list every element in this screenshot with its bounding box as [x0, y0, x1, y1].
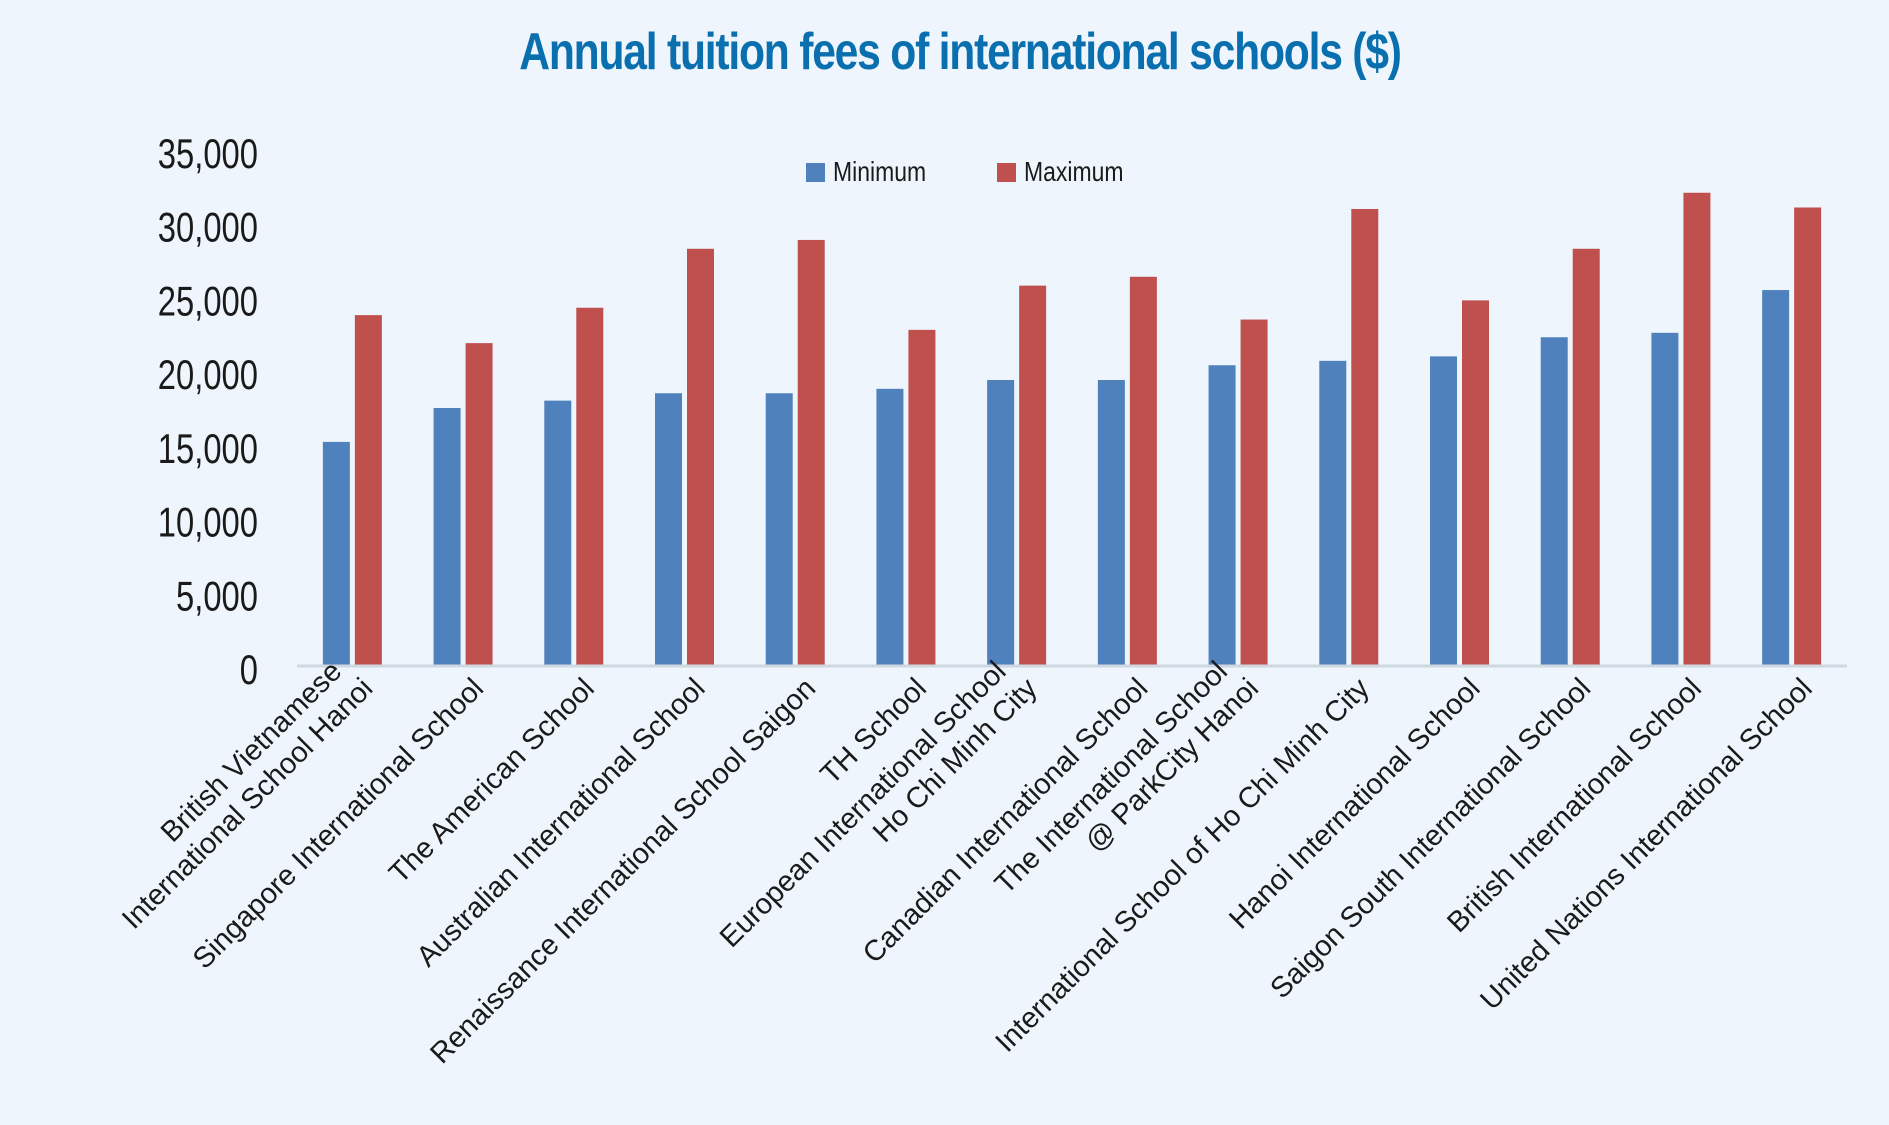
bar-minimum: [1430, 356, 1457, 666]
bar-minimum: [1651, 332, 1679, 666]
x-tick-label-line: Renaissance International School Saigon: [424, 672, 822, 1070]
y-tick-label: 15,000: [158, 425, 258, 472]
bar-minimum: [1319, 360, 1347, 666]
bar-maximum: [1019, 285, 1047, 666]
x-tick-label-line: The American School: [383, 672, 601, 890]
y-tick-label: 0: [240, 646, 258, 693]
y-tick-label: 20,000: [158, 351, 258, 398]
legend-swatch-maximum: [997, 163, 1016, 182]
legend: Minimum Maximum: [806, 157, 1123, 188]
bar-maximum: [354, 315, 382, 666]
bar-minimum: [655, 393, 682, 666]
y-tick-label: 10,000: [158, 499, 258, 546]
x-tick-label: The American School: [383, 672, 601, 890]
bar-minimum: [987, 379, 1015, 666]
bar-minimum: [876, 388, 904, 666]
x-tick-label: International School of Ho Chi Minh City: [990, 672, 1377, 1059]
y-tick-label: 25,000: [158, 278, 258, 325]
y-tick-label: 5,000: [176, 572, 258, 619]
bar-maximum: [1572, 248, 1600, 666]
bar-minimum: [765, 393, 793, 666]
legend-label-minimum: Minimum: [833, 157, 926, 188]
bar-maximum: [1794, 207, 1822, 667]
bar-maximum: [687, 248, 714, 666]
bar-minimum: [1208, 365, 1236, 666]
x-tick-label: Renaissance International School Saigon: [424, 672, 822, 1070]
bar-maximum: [1683, 192, 1711, 667]
bar-maximum: [1462, 300, 1489, 666]
bar-maximum: [576, 307, 604, 666]
y-axis: 0 5,000 10,000 15,000 20,000 25,000 30,000 35,0…: [158, 130, 258, 693]
x-tick-label-line: European International School: [714, 655, 1013, 954]
bar-minimum: [544, 400, 572, 666]
bar-maximum: [1129, 276, 1157, 666]
y-tick-label: 35,000: [158, 130, 258, 177]
bar-minimum: [1097, 379, 1125, 666]
bars: [322, 192, 1822, 667]
x-tick-label-line: International School of Ho Chi Minh City: [990, 672, 1377, 1059]
bar-maximum: [908, 329, 936, 666]
bar-maximum: [465, 343, 493, 666]
y-tick-label: 30,000: [158, 204, 258, 251]
bar-maximum: [1240, 319, 1268, 666]
bar-minimum: [322, 441, 350, 666]
legend-swatch-minimum: [806, 163, 825, 182]
bar-minimum: [1540, 337, 1568, 666]
bar-minimum: [1762, 290, 1790, 666]
legend-label-maximum: Maximum: [1024, 157, 1123, 188]
bar-minimum: [433, 408, 461, 666]
x-tick-label: British VietnameseInternational School H…: [92, 648, 379, 935]
bar-maximum: [797, 239, 825, 666]
x-axis: British VietnameseInternational School H…: [92, 648, 1818, 1070]
bar-maximum: [1351, 208, 1379, 666]
chart-title: Annual tuition fees of international sch…: [519, 23, 1402, 81]
